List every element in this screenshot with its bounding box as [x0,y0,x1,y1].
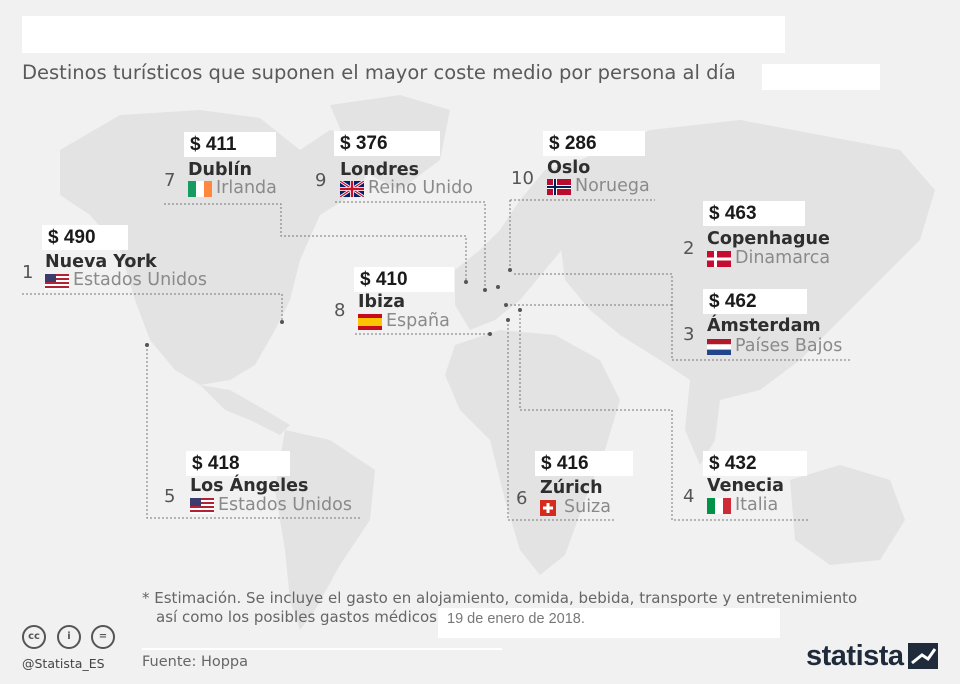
country-label: Dinamarca [735,248,831,268]
price-label: $ 411 [184,132,276,157]
statista-logo: statista [806,640,904,672]
netherlands-flag-icon [707,339,731,355]
price-label: $ 463 [703,201,805,226]
city-label: Venecia [707,476,784,496]
city-label: Nueva York [45,252,157,272]
country-label: Países Bajos [735,336,843,356]
country-label: Irlanda [216,178,277,198]
us-flag-icon [45,274,69,290]
spain-flag-icon [358,314,382,330]
rank-label: 7 [164,170,176,191]
city-label: Los Ángeles [190,476,309,496]
country-label: Estados Unidos [218,495,352,515]
rank-label: 4 [683,486,695,507]
footer-placeholder-bar [142,648,502,650]
city-label: Ibiza [358,292,406,312]
price-label: $ 432 [703,451,807,476]
city-label: Oslo [547,158,591,178]
city-label: Copenhague [707,229,830,249]
chart-subtitle: Destinos turísticos que suponen el mayor… [22,61,736,84]
country-label: Italia [735,495,779,515]
publication-date: 19 de enero de 2018. [447,611,585,627]
footnote: * Estimación. Se incluye el gasto en alo… [142,589,857,627]
price-label: $ 490 [42,225,128,250]
rank-label: 2 [683,238,695,259]
title-placeholder-bar [22,16,785,53]
country-label: Suiza [564,497,611,517]
rank-label: 10 [511,168,534,189]
subtitle-placeholder-bar [762,64,880,90]
us-flag-icon [190,498,214,514]
rank-label: 3 [683,324,695,345]
rank-label: 1 [22,262,34,283]
city-label: Londres [340,160,420,180]
city-label: Zúrich [540,478,603,498]
switzerland-flag-icon [540,500,556,516]
denmark-flag-icon [707,251,731,267]
ireland-flag-icon [188,181,212,197]
city-label: Dublín [188,160,252,180]
no-derivatives-icon: = [91,625,115,649]
country-label: Estados Unidos [73,270,207,290]
attribution-icon: i [57,625,81,649]
rank-label: 6 [516,488,528,509]
country-label: Noruega [575,176,650,196]
country-label: España [386,311,450,331]
price-label: $ 376 [334,131,440,156]
rank-label: 8 [334,300,346,321]
statista-handle: @Statista_ES [22,656,105,671]
norway-flag-icon [547,179,571,195]
source-label: Fuente: Hoppa [142,654,249,670]
statista-logo-icon [908,643,938,669]
price-label: $ 462 [703,289,807,314]
date-placeholder-bar [438,608,780,638]
price-label: $ 286 [543,131,645,156]
creative-commons-icon: cc [22,625,46,649]
rank-label: 9 [315,170,327,191]
city-label: Ámsterdam [707,316,821,336]
italy-flag-icon [707,498,731,514]
price-label: $ 418 [186,451,290,476]
uk-flag-icon [340,181,364,197]
country-label: Reino Unido [368,178,473,198]
rank-label: 5 [164,486,176,507]
price-label: $ 416 [535,451,633,476]
price-label: $ 410 [354,267,454,292]
footnote-line-1: * Estimación. Se incluye el gasto en alo… [142,589,858,607]
footnote-line-2: así como los posibles gastos médicos. [156,608,442,626]
